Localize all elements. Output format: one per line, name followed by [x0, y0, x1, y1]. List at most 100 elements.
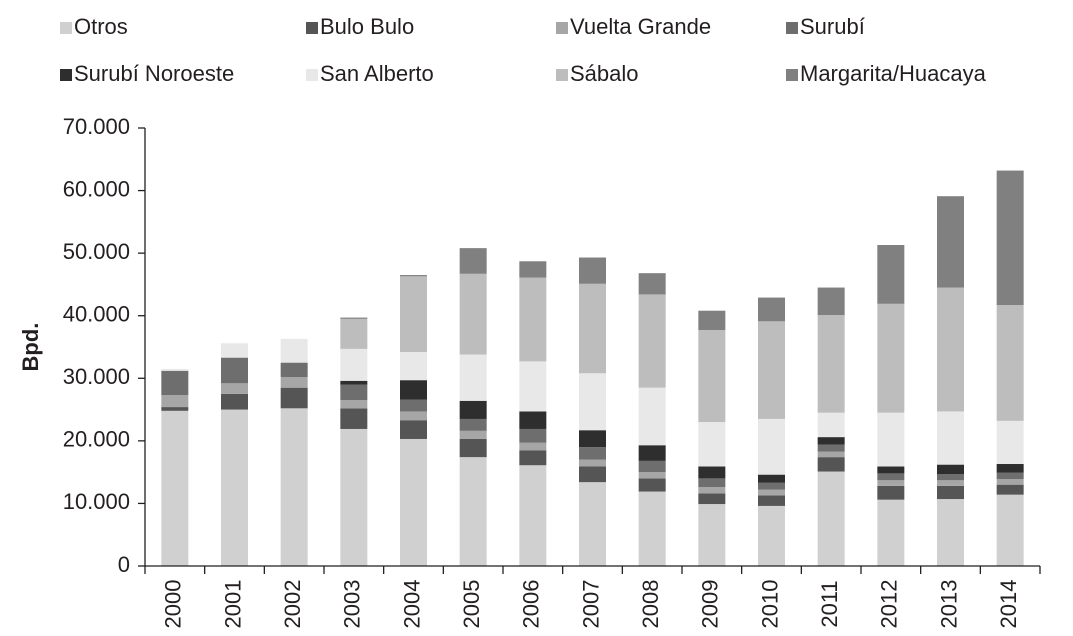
bar-segment	[698, 493, 726, 505]
bar-segment	[817, 444, 845, 452]
bar-segment	[996, 472, 1024, 480]
bar-segment	[638, 460, 666, 473]
x-tick-label: 2011	[817, 580, 842, 627]
y-tick-label: 70.000	[63, 114, 130, 139]
bar-segment	[937, 196, 964, 288]
x-tick-label: 2010	[757, 580, 782, 629]
bar-segment	[579, 482, 606, 566]
legend-swatch	[556, 69, 568, 81]
x-tick-label: 2012	[877, 580, 902, 629]
bar-segment	[340, 428, 368, 566]
bar-segment	[221, 409, 248, 566]
bar-segment	[937, 480, 964, 486]
legend-label: Surubí	[800, 14, 865, 39]
bar-segment	[996, 420, 1024, 465]
x-tick-label: 2009	[698, 580, 723, 629]
bar-segment	[758, 482, 785, 490]
bar-segment	[340, 400, 368, 409]
bar-segment	[280, 387, 308, 409]
x-tick-label: 2013	[936, 580, 961, 629]
bar-segment	[340, 384, 368, 401]
legend-label: Bulo Bulo	[320, 14, 414, 39]
bar-segment	[877, 480, 905, 486]
bar-segment	[459, 354, 487, 401]
bar-segment	[459, 273, 487, 355]
legend-swatch	[306, 22, 318, 34]
x-tick-label: 2004	[399, 580, 424, 629]
bar-segment	[638, 472, 666, 479]
bar-segment	[937, 411, 964, 465]
bar-segment	[758, 474, 785, 483]
bar-segment	[340, 317, 368, 319]
legend-label: Sábalo	[570, 61, 639, 86]
bar-segment	[340, 408, 368, 429]
y-tick-label: 40.000	[63, 302, 130, 327]
bar-segment	[996, 494, 1024, 566]
bar-segment	[579, 459, 606, 467]
bar-segment	[579, 430, 606, 448]
bar-segment	[579, 257, 606, 284]
x-tick-label: 2014	[996, 580, 1021, 629]
bar-segment	[638, 491, 666, 566]
y-tick-label: 20.000	[63, 427, 130, 452]
bar-segment	[877, 485, 905, 500]
bar-segment	[161, 395, 189, 408]
bar-segment	[221, 393, 248, 410]
bar-segment	[579, 466, 606, 483]
bar-segment	[459, 248, 487, 274]
bar-segment	[758, 489, 785, 496]
bar-segment	[340, 348, 368, 381]
bar-segment	[698, 504, 726, 566]
bar-segment	[817, 471, 845, 566]
bar-segment	[817, 457, 845, 472]
bar-segment	[161, 410, 189, 566]
bar-segment	[638, 387, 666, 446]
bar-segment	[519, 428, 547, 443]
x-tick-label: 2007	[578, 580, 603, 629]
bar-segment	[400, 438, 427, 566]
bar-segment	[758, 505, 785, 566]
legend-label: Surubí Noroeste	[74, 61, 234, 86]
bar-segment	[400, 420, 427, 439]
bar-segment	[459, 430, 487, 439]
bar-segment	[758, 418, 785, 475]
bar-segment	[221, 343, 248, 358]
bar-segment	[161, 368, 189, 371]
bar-segment	[877, 466, 905, 474]
y-tick-label: 10.000	[63, 489, 130, 514]
bar-segment	[996, 479, 1024, 485]
bar-segment	[937, 474, 964, 481]
bar-segment	[400, 399, 427, 412]
legend-swatch	[556, 22, 568, 34]
bar-segment	[161, 407, 189, 411]
bar-segment	[698, 310, 726, 331]
bar-segment	[698, 330, 726, 423]
legend-swatch	[60, 69, 72, 81]
bar-segment	[698, 478, 726, 488]
y-tick-label: 60.000	[63, 176, 130, 201]
legend-swatch	[786, 22, 798, 34]
y-axis-label: Bpd.	[18, 323, 43, 372]
legend-swatch	[306, 69, 318, 81]
bar-segment	[937, 464, 964, 475]
legend-label: Margarita/Huacaya	[800, 61, 987, 86]
x-tick-label: 2008	[638, 580, 663, 629]
bar-segment	[758, 297, 785, 322]
bar-segment	[280, 408, 308, 566]
bar-segment	[221, 383, 248, 394]
x-tick-label: 2003	[340, 580, 365, 629]
legend-label: San Alberto	[320, 61, 434, 86]
legend-swatch	[60, 22, 72, 34]
bar-segment	[638, 445, 666, 461]
bar-segment	[877, 245, 905, 304]
bar-segment	[817, 315, 845, 413]
bar-segment	[280, 362, 308, 378]
legend-label: Otros	[74, 14, 128, 39]
bar-segment	[996, 464, 1024, 473]
x-tick-label: 2006	[519, 580, 544, 629]
bar-segment	[698, 487, 726, 494]
y-tick-label: 50.000	[63, 239, 130, 264]
bar-segment	[340, 318, 368, 349]
bar-segment	[937, 287, 964, 412]
